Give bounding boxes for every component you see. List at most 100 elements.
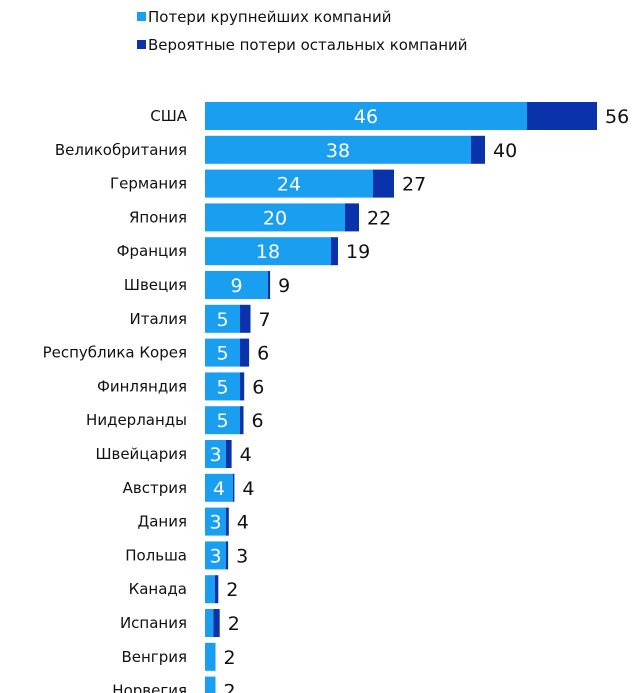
category-label: Италия [129,310,187,328]
bar-segment-series-1 [205,271,268,299]
bar-total-label: 4 [237,512,249,534]
bar-row: Дания 3 4 [138,507,249,536]
category-label: Венгрия [121,648,187,666]
bar-total-label: 6 [257,343,269,365]
bar-total-label: 2 [224,681,236,693]
bar-segment-series-2 [240,304,251,333]
category-label: Финляндия [97,377,187,395]
category-label: Дания [138,513,188,531]
category-label: Великобритания [55,141,187,159]
bar-total-label: 4 [242,478,254,500]
bar-segment-series-1 [205,338,240,367]
category-label: Нидерланды [86,411,187,429]
bar-segment-series-2 [226,440,232,468]
bar-row: Австрия 4 4 [123,473,254,502]
bar-total-label: 2 [228,613,240,635]
bar-row: Великобритания 38 40 [55,135,517,164]
category-label: Польша [125,546,187,564]
bar-row: Швеция 9 9 [124,271,290,299]
category-label: Республика Корея [43,344,187,362]
bar-segment-series-1 [205,609,214,637]
category-label: Канада [129,580,187,598]
bar-value-label: 9 [230,275,242,297]
category-label: Австрия [123,479,187,497]
category-label: Швейцария [95,445,187,463]
bar-row: Испания 2 [120,609,240,637]
bar-total-label: 40 [493,140,517,162]
bar-segment-series-1 [205,507,226,536]
category-label: Франция [117,242,187,260]
bar-value-label: 20 [263,207,287,229]
legend-swatch-series-2 [137,40,146,49]
bar-segment-series-2 [226,541,229,570]
legend-swatch-series-1 [137,12,146,21]
bar-segment-series-2 [240,372,245,401]
bar-value-label: 5 [216,410,228,432]
bar-segment-series-2 [471,135,485,164]
bar-segment-series-2 [527,102,597,130]
bar-value-label: 46 [354,106,378,128]
legend-item-series-1: Потери крупнейших компаний [137,8,392,26]
bar-value-label: 5 [216,309,228,331]
bar-row: Норвегия 2 [112,676,236,693]
bar-segment-series-1 [205,406,240,435]
bar-segment-series-1 [205,169,373,198]
bar-row: Канада 2 [129,575,238,604]
bar-value-label: 3 [209,512,221,534]
category-label: Германия [110,175,187,193]
bar-row: Швейцария 3 4 [95,440,252,468]
bar-segment-series-2 [240,406,244,435]
bar-value-label: 24 [277,174,301,196]
bar-segment-series-2 [373,169,394,198]
legend-label-series-2: Вероятные потери остальных компаний [148,36,468,54]
bar-value-label: 5 [216,343,228,365]
bar-row: Франция 18 19 [117,237,370,266]
bar-segment-series-2 [240,338,250,367]
bar-total-label: 19 [346,241,370,263]
bar-row: Финляндия 5 6 [97,372,264,401]
bar-value-label: 5 [216,376,228,398]
bar-segment-series-1 [205,372,240,401]
bar-segment-series-2 [213,609,220,637]
legend-label-series-1: Потери крупнейших компаний [148,8,392,26]
category-label: Испания [120,614,187,632]
bar-segment-series-2 [331,237,338,266]
bar-value-label: 3 [209,444,221,466]
bar-row: Германия 24 27 [110,169,426,198]
bar-row: Польша 3 3 [125,541,248,570]
bar-segment-series-1 [205,102,527,130]
bar-value-label: 18 [256,241,280,263]
bar-segment-series-2 [268,271,271,299]
bar-segment-series-1 [205,203,345,232]
bar-row: Япония 20 22 [129,203,391,232]
bar-segment-series-1 [205,676,216,693]
bar-segment-series-2 [345,203,359,232]
legend: Потери крупнейших компаний Вероятные пот… [137,8,468,54]
bar-segment-series-1 [205,541,226,570]
bar-total-label: 9 [278,275,290,297]
category-label: США [150,107,188,125]
bar-total-label: 27 [402,174,426,196]
bar-row: Нидерланды 5 6 [86,406,264,435]
bar-row: Венгрия 2 [121,642,236,671]
bar-segment-series-1 [205,440,226,468]
bar-total-label: 2 [224,647,236,669]
bar-value-label: 4 [213,478,225,500]
legend-item-series-2: Вероятные потери остальных компаний [137,36,468,54]
bar-total-label: 4 [240,444,252,466]
bar-row: Италия 5 7 [129,304,271,333]
bar-total-label: 2 [226,579,238,601]
bar-segment-series-2 [233,473,235,502]
bar-total-label: 7 [259,309,271,331]
bar-value-label: 3 [209,545,221,567]
bar-value-label: 38 [326,140,350,162]
bar-total-label: 22 [367,207,391,229]
bar-row: США 46 56 [150,102,629,130]
category-label: Швеция [124,276,187,294]
bar-total-label: 6 [252,376,264,398]
bar-total-label: 3 [236,545,248,567]
bar-segment-series-1 [205,642,216,671]
bar-segment-series-2 [226,507,229,536]
